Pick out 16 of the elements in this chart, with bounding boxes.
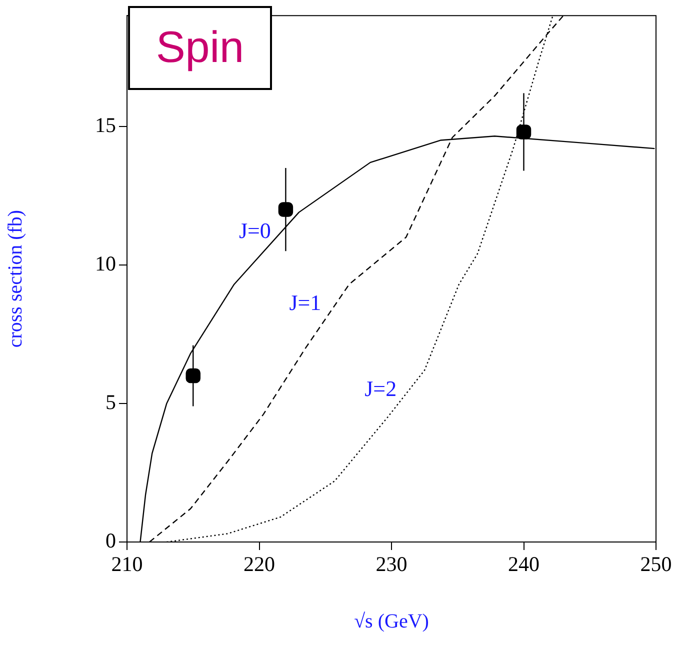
y-tick-label: 10	[95, 251, 116, 276]
x-tick-label: 220	[244, 552, 275, 576]
point	[186, 368, 200, 384]
x-axis-title: √s (GeV)	[354, 610, 429, 632]
chart-title: Spin	[128, 6, 272, 90]
y-tick-label: 0	[106, 528, 116, 553]
y-tick-label: 5	[106, 390, 116, 414]
x-tick-label: 230	[376, 552, 408, 576]
series-label: J=1	[289, 290, 322, 316]
series-label: J=2	[364, 376, 397, 402]
x-tick-label: 210	[111, 552, 143, 576]
series-label: J=0	[238, 218, 271, 244]
y-axis-title: cross section (fb)	[4, 210, 26, 348]
y-tick-label: 15	[95, 112, 116, 137]
x-tick-label: 250	[640, 552, 672, 576]
x-tick-label: 240	[508, 552, 540, 576]
